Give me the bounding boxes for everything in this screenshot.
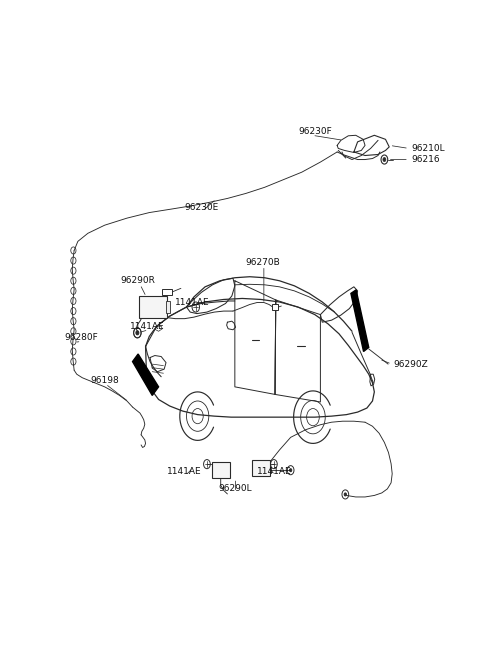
Bar xyxy=(162,289,172,295)
Text: 96230E: 96230E xyxy=(184,203,218,212)
Text: 1141AE: 1141AE xyxy=(175,298,209,307)
Text: 1141AE: 1141AE xyxy=(168,467,202,476)
Circle shape xyxy=(383,157,386,161)
Bar xyxy=(139,297,167,318)
Bar xyxy=(212,462,229,478)
Text: 96290R: 96290R xyxy=(120,276,156,285)
Circle shape xyxy=(136,331,139,335)
Polygon shape xyxy=(132,354,158,396)
Polygon shape xyxy=(351,290,369,352)
Circle shape xyxy=(344,493,347,496)
Text: 96290L: 96290L xyxy=(218,484,252,493)
Text: 96290Z: 96290Z xyxy=(393,359,428,369)
Bar xyxy=(166,300,170,314)
Circle shape xyxy=(289,468,292,472)
Text: 96198: 96198 xyxy=(90,376,119,385)
Text: 96210L: 96210L xyxy=(411,144,445,153)
Text: 1141AE: 1141AE xyxy=(257,467,291,476)
Text: 96280F: 96280F xyxy=(64,333,98,342)
Text: 96270B: 96270B xyxy=(245,258,280,266)
Text: 96230F: 96230F xyxy=(298,127,332,136)
Text: 96216: 96216 xyxy=(411,155,440,164)
Text: 1141AE: 1141AE xyxy=(130,321,165,331)
Bar xyxy=(252,460,270,476)
Bar xyxy=(272,304,278,310)
